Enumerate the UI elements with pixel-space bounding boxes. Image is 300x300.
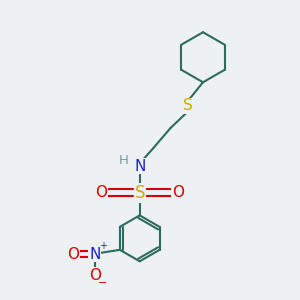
Text: N: N (134, 159, 146, 174)
Text: H: H (118, 154, 128, 167)
Text: +: + (99, 241, 107, 251)
Text: N: N (89, 247, 100, 262)
Text: −: − (98, 278, 107, 288)
Text: O: O (89, 268, 101, 283)
Text: O: O (172, 185, 184, 200)
Text: S: S (183, 98, 193, 113)
Text: S: S (134, 184, 145, 202)
Text: O: O (68, 247, 80, 262)
Text: O: O (95, 185, 107, 200)
